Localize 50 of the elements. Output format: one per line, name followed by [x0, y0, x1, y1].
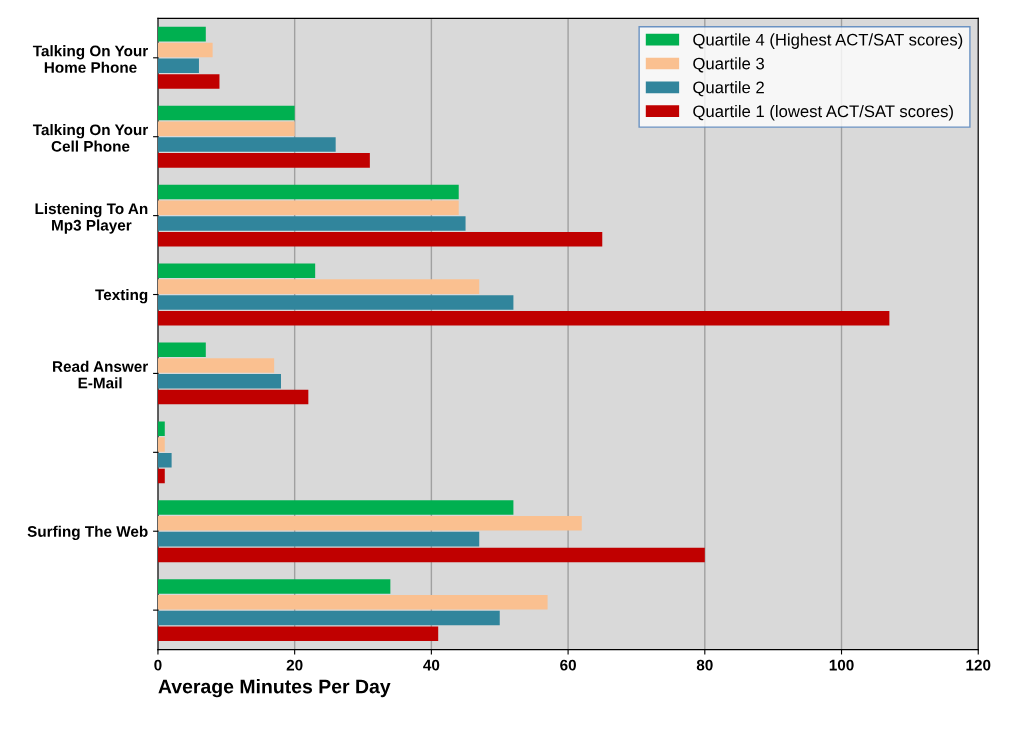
bar: [157, 594, 548, 610]
y-tick-label: Listening To An Mp3 Player: [35, 202, 148, 234]
bar: [157, 105, 295, 121]
bar: [157, 26, 206, 42]
bar: [157, 216, 466, 231]
bar: [157, 374, 281, 389]
bar: [157, 310, 890, 326]
bar: [157, 358, 275, 373]
x-tick-label: 0: [154, 659, 162, 671]
bar: [157, 42, 213, 58]
x-tick-label: 40: [423, 659, 440, 671]
bar: [157, 74, 220, 89]
bar: [157, 437, 165, 452]
bar: [157, 279, 480, 294]
x-tick-label: 120: [966, 659, 991, 671]
bar: [157, 232, 603, 247]
y-tick-label: Texting: [95, 288, 148, 304]
bar: [157, 500, 514, 515]
bar: [157, 263, 316, 279]
bar: [157, 452, 172, 468]
y-tick-label: Surfing The Web: [27, 525, 148, 541]
bar: [157, 468, 165, 484]
legend-label: Quartile 3: [693, 57, 764, 73]
bar: [157, 389, 309, 405]
legend-label: Quartile 4 (Highest ACT/SAT scores): [693, 33, 963, 49]
x-tick-label: 80: [696, 659, 713, 671]
x-tick-label: 20: [286, 659, 303, 671]
bar: [157, 547, 705, 563]
bar: [157, 626, 439, 642]
x-tick-label: 100: [829, 659, 854, 671]
bar: [157, 58, 199, 73]
bar: [157, 121, 295, 137]
bar: [157, 137, 336, 152]
bar: [157, 153, 370, 168]
y-tick-label: Talking On Your Home Phone: [32, 45, 148, 73]
bar: [157, 184, 459, 200]
bar: [157, 295, 514, 310]
bar: [157, 579, 391, 594]
legend-label: Quartile 2: [693, 81, 764, 97]
y-tick-label: Read Answer E-Mail: [53, 360, 148, 389]
bar: [157, 516, 582, 531]
bar: [157, 421, 165, 436]
bar: [157, 200, 459, 215]
bar: [157, 531, 480, 547]
bar: [157, 342, 206, 358]
bar: [157, 610, 500, 626]
x-axis-title: Average Minutes Per Day: [158, 679, 391, 698]
y-tick-label: Talking On Your Cell Phone: [32, 124, 148, 152]
legend-label: Quartile 1 (lowest ACT/SAT scores): [693, 104, 953, 121]
x-tick-label: 60: [560, 659, 576, 671]
